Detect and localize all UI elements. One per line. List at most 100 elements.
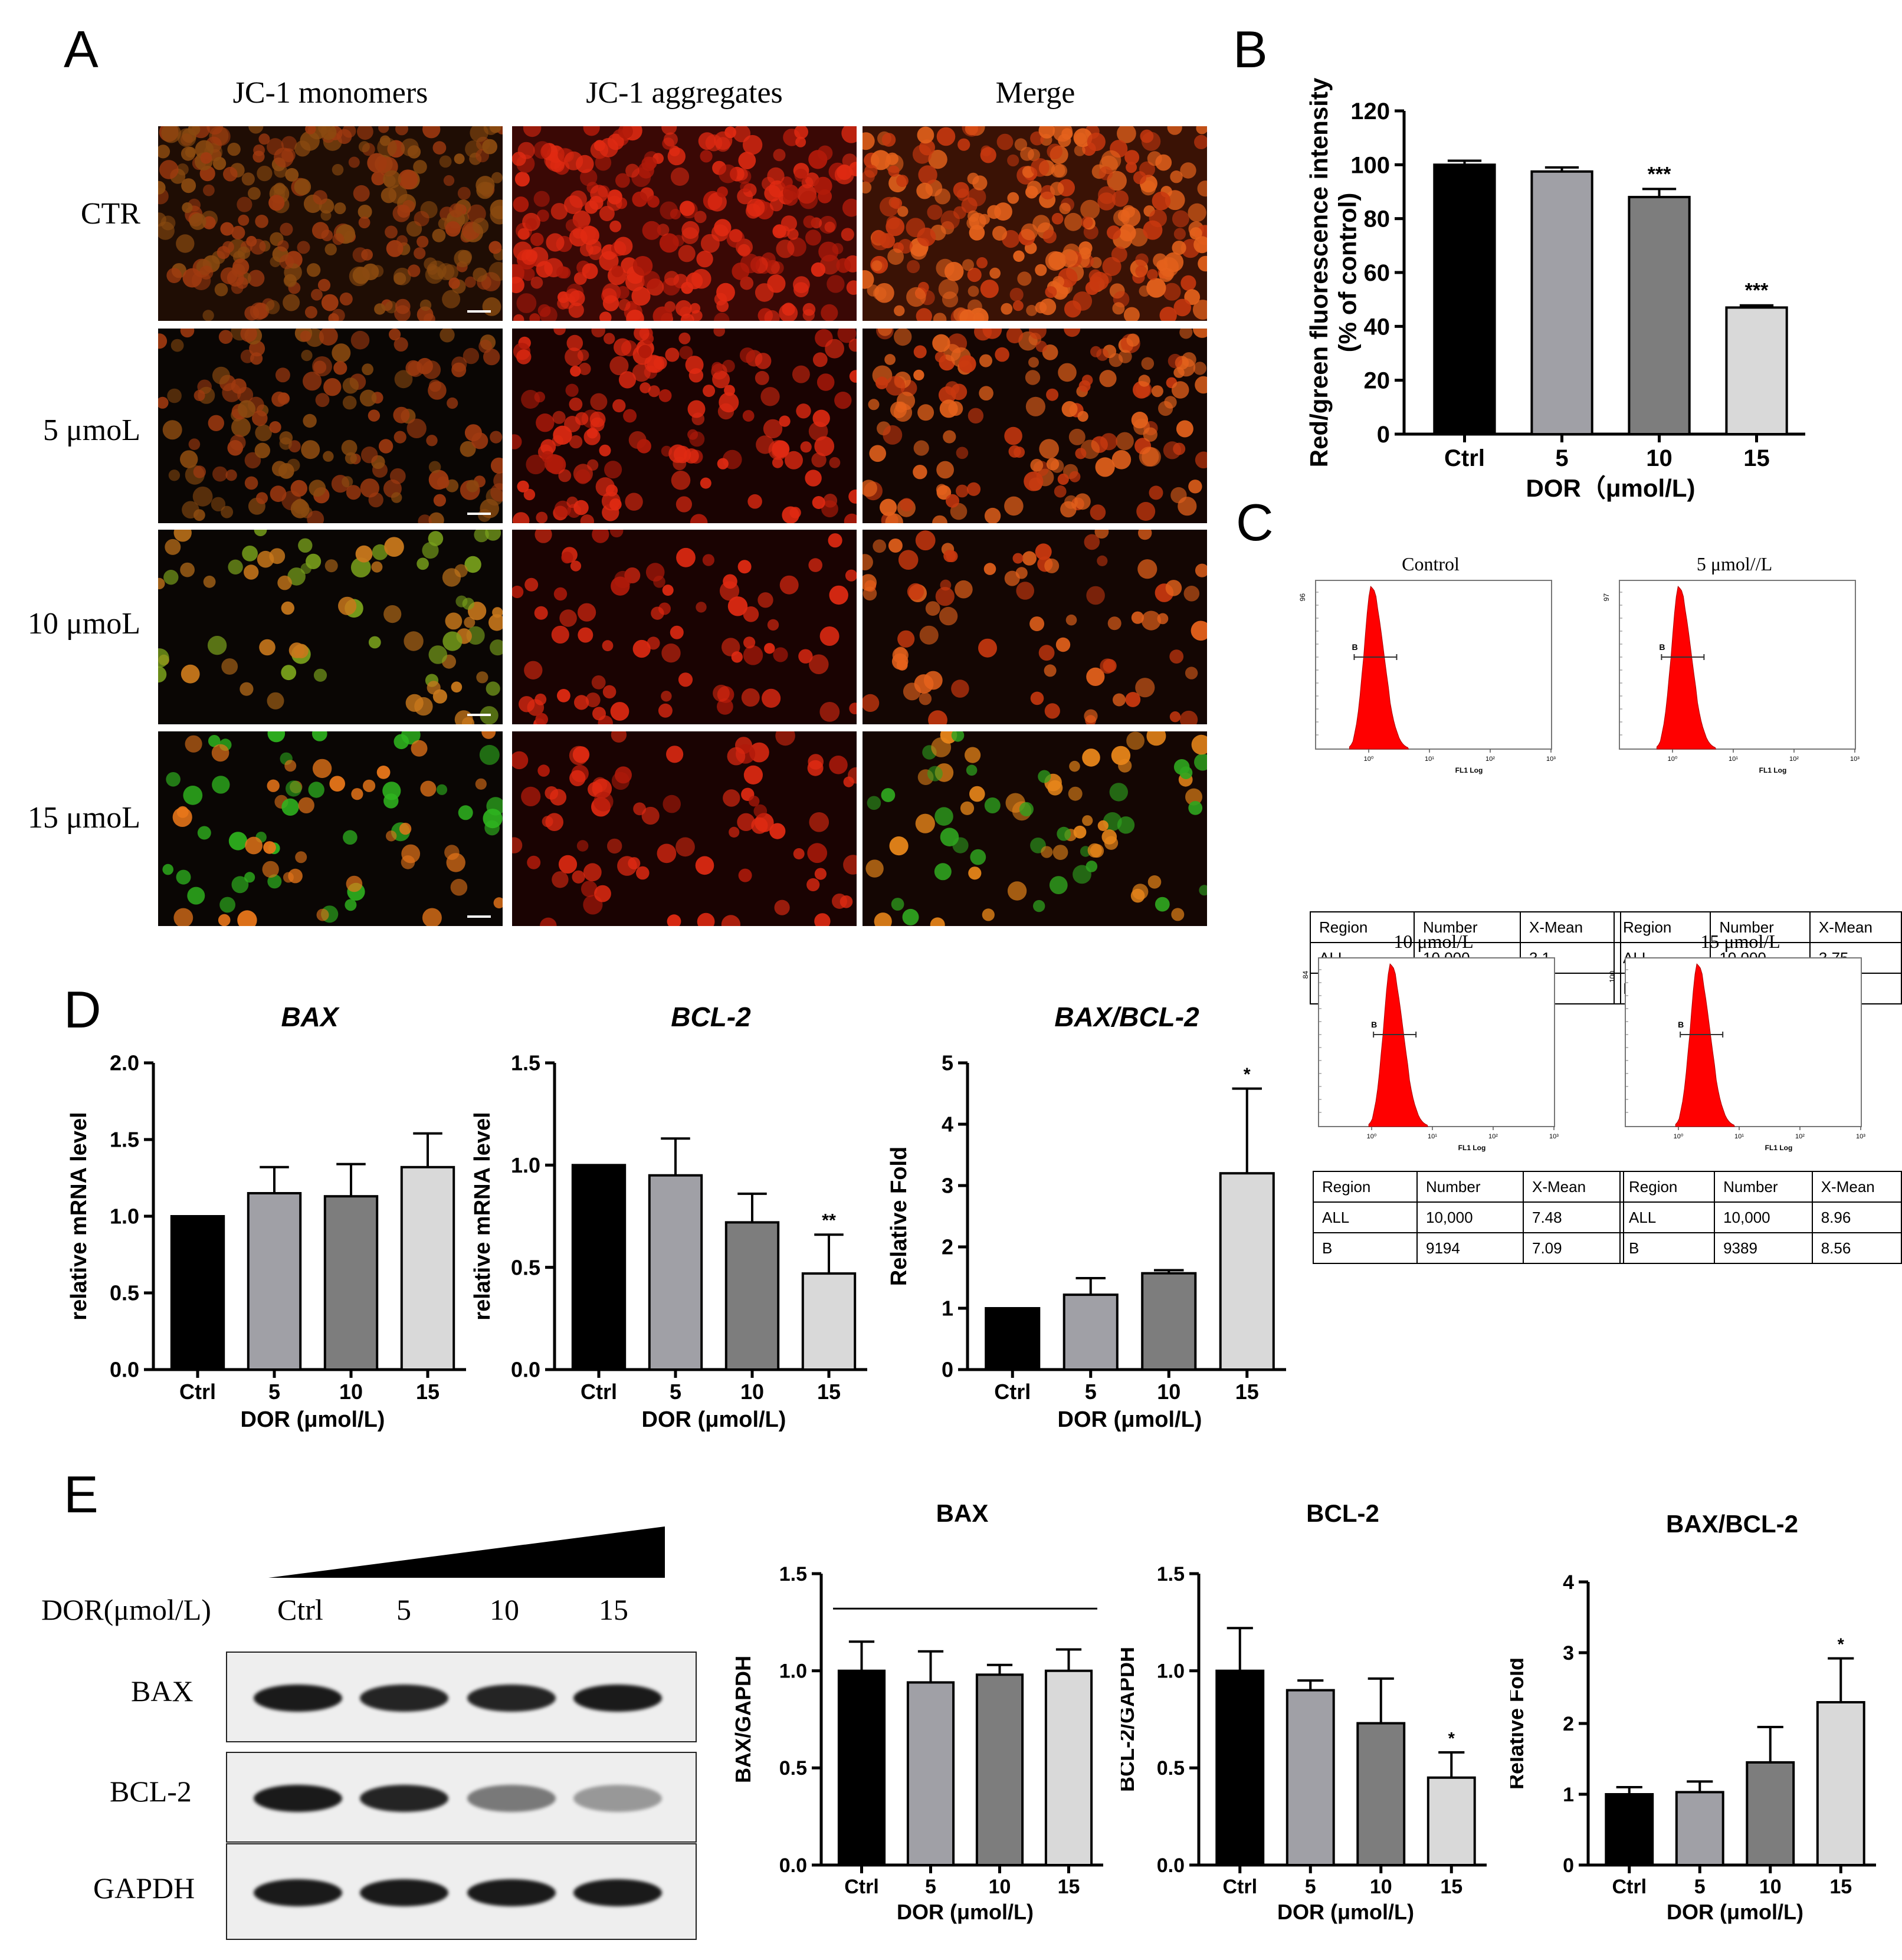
cell bbox=[714, 131, 733, 150]
cell bbox=[1165, 580, 1182, 596]
cell bbox=[432, 141, 447, 155]
cell bbox=[185, 147, 196, 158]
cell bbox=[821, 500, 838, 518]
cell bbox=[623, 409, 637, 423]
y-axis-label: Relative Fold bbox=[887, 1147, 911, 1286]
cell bbox=[737, 560, 752, 574]
cell bbox=[194, 509, 205, 521]
cell bbox=[478, 339, 492, 353]
cell bbox=[827, 275, 845, 293]
cell bbox=[217, 246, 230, 260]
cell bbox=[1059, 202, 1071, 215]
row-label-10: 10 μmoL bbox=[27, 607, 140, 641]
x-axis-label: DOR (μmol/L) bbox=[642, 1407, 786, 1432]
cell bbox=[422, 126, 441, 139]
panel-label-a: A bbox=[64, 20, 99, 78]
cell bbox=[312, 759, 332, 779]
panel-label-c: C bbox=[1236, 493, 1274, 551]
cell bbox=[763, 419, 783, 439]
cell bbox=[576, 840, 589, 852]
significance-mark: *** bbox=[1648, 163, 1671, 185]
cell bbox=[1197, 180, 1207, 197]
cell bbox=[864, 165, 878, 178]
cell bbox=[158, 333, 168, 349]
cell bbox=[228, 559, 243, 574]
cell bbox=[417, 306, 434, 321]
bar-Ctrl bbox=[1215, 1669, 1265, 1866]
cell bbox=[488, 614, 503, 631]
cell bbox=[180, 562, 195, 577]
flow-title: 5 μmol//L bbox=[1696, 553, 1773, 574]
cell bbox=[267, 874, 282, 889]
cell bbox=[181, 178, 196, 193]
cell bbox=[621, 257, 638, 274]
row-label-15: 15 μmoL bbox=[27, 801, 140, 835]
cell bbox=[609, 220, 621, 232]
cell bbox=[951, 731, 965, 742]
cell bbox=[552, 871, 569, 888]
cell bbox=[960, 801, 975, 815]
cell bbox=[583, 428, 601, 445]
cell bbox=[742, 410, 755, 422]
cell bbox=[968, 408, 984, 423]
cell bbox=[248, 187, 261, 200]
cell bbox=[575, 469, 591, 484]
x-tick-label: 10¹ bbox=[1425, 756, 1434, 763]
cell bbox=[287, 567, 306, 586]
cell bbox=[231, 417, 251, 437]
cell bbox=[959, 309, 976, 321]
table-cell: X-Mean bbox=[1523, 1171, 1624, 1203]
cell bbox=[247, 270, 265, 287]
gate-label: B bbox=[1659, 642, 1665, 652]
cell bbox=[992, 226, 1007, 241]
cell bbox=[306, 263, 321, 277]
micro-tile-r4-c3 bbox=[863, 731, 1207, 926]
cell bbox=[231, 225, 245, 240]
cell bbox=[270, 256, 281, 267]
cell bbox=[678, 672, 693, 687]
cell bbox=[1104, 836, 1119, 850]
cell bbox=[1050, 182, 1064, 196]
cell bbox=[1035, 301, 1047, 314]
cell bbox=[793, 848, 805, 859]
cell bbox=[244, 564, 259, 580]
cell bbox=[389, 329, 401, 341]
cell bbox=[301, 350, 313, 362]
cell bbox=[1025, 370, 1041, 385]
cell bbox=[764, 643, 775, 654]
bar-5 bbox=[906, 1681, 955, 1866]
cell bbox=[897, 630, 915, 648]
cell bbox=[604, 333, 615, 344]
bar-Ctrl bbox=[837, 1669, 886, 1866]
cell bbox=[334, 202, 346, 215]
cell bbox=[490, 431, 503, 444]
table-cell: Region bbox=[1613, 911, 1711, 943]
cell bbox=[585, 200, 598, 214]
cell bbox=[523, 126, 542, 137]
cell bbox=[231, 876, 249, 894]
cell-field bbox=[158, 329, 503, 523]
cell bbox=[1022, 551, 1037, 566]
cell bbox=[632, 256, 653, 276]
cell bbox=[546, 233, 565, 252]
micro-tile-r4-c2 bbox=[512, 731, 857, 926]
cell bbox=[516, 293, 537, 313]
cell bbox=[740, 181, 751, 193]
cell bbox=[592, 530, 609, 543]
histogram-peak bbox=[1349, 586, 1409, 750]
cell bbox=[464, 616, 476, 628]
x-tick-label: 15 bbox=[1058, 1876, 1080, 1898]
cell bbox=[355, 545, 373, 563]
cell bbox=[604, 461, 622, 479]
cell bbox=[257, 550, 274, 568]
cell bbox=[869, 445, 886, 462]
cell bbox=[359, 389, 377, 407]
cell bbox=[594, 885, 611, 902]
cell bbox=[1180, 162, 1196, 179]
cell bbox=[803, 215, 816, 228]
cell bbox=[565, 347, 583, 366]
cell bbox=[212, 466, 228, 482]
cell bbox=[393, 431, 406, 444]
bar-10 bbox=[323, 1195, 379, 1371]
row-label-5: 5 μmoL bbox=[42, 413, 140, 447]
